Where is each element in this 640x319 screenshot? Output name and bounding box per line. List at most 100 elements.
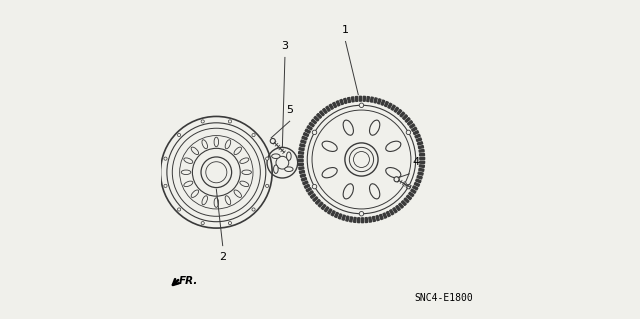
Text: SNC4-E1800: SNC4-E1800 — [414, 293, 473, 303]
Circle shape — [164, 157, 167, 160]
Ellipse shape — [202, 196, 207, 205]
Circle shape — [164, 184, 167, 188]
Polygon shape — [333, 102, 337, 108]
Circle shape — [177, 208, 180, 211]
Polygon shape — [405, 118, 410, 122]
Polygon shape — [336, 101, 340, 106]
Polygon shape — [396, 205, 401, 211]
Circle shape — [228, 221, 232, 225]
Polygon shape — [312, 119, 317, 124]
Circle shape — [406, 130, 411, 135]
Polygon shape — [397, 109, 402, 115]
Polygon shape — [376, 216, 380, 221]
Polygon shape — [306, 188, 311, 192]
Ellipse shape — [285, 167, 293, 172]
Ellipse shape — [386, 141, 401, 152]
Ellipse shape — [369, 120, 380, 135]
Polygon shape — [305, 129, 310, 133]
Circle shape — [266, 157, 269, 160]
Polygon shape — [408, 121, 413, 125]
Polygon shape — [298, 156, 303, 158]
Polygon shape — [399, 203, 403, 208]
Polygon shape — [414, 182, 419, 186]
Polygon shape — [393, 208, 397, 213]
Polygon shape — [316, 199, 321, 204]
Polygon shape — [400, 112, 404, 117]
Polygon shape — [313, 197, 318, 201]
Polygon shape — [413, 186, 418, 190]
Ellipse shape — [343, 184, 353, 199]
Polygon shape — [326, 106, 330, 111]
Polygon shape — [410, 124, 415, 128]
Polygon shape — [362, 218, 364, 223]
Polygon shape — [413, 131, 419, 135]
Polygon shape — [387, 211, 390, 217]
Polygon shape — [300, 144, 305, 147]
Polygon shape — [298, 160, 303, 162]
Polygon shape — [378, 99, 381, 104]
Polygon shape — [419, 149, 424, 152]
Circle shape — [394, 177, 399, 182]
Polygon shape — [324, 207, 329, 212]
Polygon shape — [416, 179, 421, 183]
Text: 2: 2 — [219, 252, 227, 262]
Circle shape — [406, 184, 411, 189]
Polygon shape — [417, 138, 422, 141]
Polygon shape — [372, 216, 376, 221]
Polygon shape — [418, 172, 423, 175]
Text: 5: 5 — [286, 105, 293, 115]
Polygon shape — [419, 168, 424, 171]
Polygon shape — [298, 163, 303, 166]
Ellipse shape — [234, 147, 241, 155]
Polygon shape — [420, 161, 424, 163]
Polygon shape — [381, 100, 385, 105]
Polygon shape — [406, 195, 412, 200]
Circle shape — [270, 138, 275, 144]
Polygon shape — [369, 217, 372, 222]
Ellipse shape — [322, 141, 337, 152]
Polygon shape — [299, 152, 303, 154]
Ellipse shape — [386, 167, 401, 178]
Ellipse shape — [240, 158, 249, 163]
Polygon shape — [419, 145, 424, 149]
Circle shape — [228, 120, 232, 123]
Polygon shape — [308, 191, 314, 195]
Polygon shape — [420, 157, 424, 160]
Polygon shape — [323, 108, 327, 114]
Polygon shape — [342, 215, 346, 220]
Polygon shape — [319, 111, 324, 116]
Ellipse shape — [234, 190, 241, 197]
Ellipse shape — [184, 158, 193, 163]
Polygon shape — [371, 97, 373, 102]
Polygon shape — [409, 192, 414, 197]
Polygon shape — [301, 140, 306, 143]
Polygon shape — [403, 115, 408, 120]
Ellipse shape — [181, 170, 191, 174]
Text: 1: 1 — [342, 25, 349, 35]
Polygon shape — [417, 176, 422, 179]
Polygon shape — [401, 201, 406, 205]
Polygon shape — [349, 217, 353, 222]
Polygon shape — [353, 218, 356, 222]
Polygon shape — [358, 218, 360, 223]
Circle shape — [252, 133, 255, 137]
Polygon shape — [412, 127, 417, 131]
Polygon shape — [380, 214, 383, 219]
Text: FR.: FR. — [179, 276, 198, 286]
Polygon shape — [417, 142, 422, 145]
Ellipse shape — [191, 190, 198, 197]
Polygon shape — [335, 212, 339, 218]
Polygon shape — [314, 116, 319, 121]
Polygon shape — [344, 98, 347, 103]
Ellipse shape — [273, 165, 278, 174]
Polygon shape — [365, 218, 367, 223]
Polygon shape — [317, 114, 321, 118]
Polygon shape — [303, 181, 308, 185]
Polygon shape — [390, 210, 394, 215]
Polygon shape — [374, 98, 377, 103]
Polygon shape — [307, 126, 312, 130]
Polygon shape — [340, 100, 344, 105]
Polygon shape — [346, 216, 349, 221]
Ellipse shape — [287, 152, 291, 160]
Polygon shape — [318, 202, 323, 207]
